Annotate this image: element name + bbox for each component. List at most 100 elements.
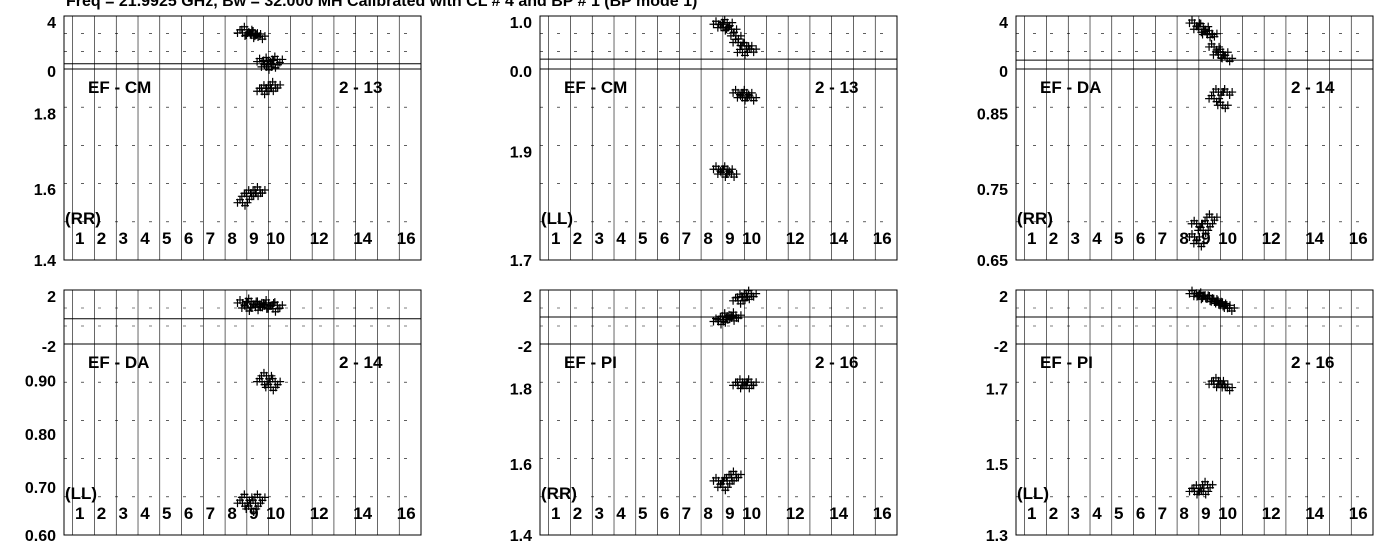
x-tick-label: 1 [551, 504, 560, 523]
baseline-label: EF - PI [564, 353, 617, 372]
phase-tick-label: 2 [47, 289, 56, 306]
x-tick-label: 8 [703, 229, 712, 248]
amplitude-tick-label: 0.60 [25, 528, 56, 545]
amplitude-tick-label: 0.85 [977, 106, 1008, 123]
x-tick-label: 9 [1201, 229, 1210, 248]
x-tick-label: 1 [75, 504, 84, 523]
x-tick-label: 1 [1027, 229, 1036, 248]
amplitude-tick-label: 1.8 [34, 106, 56, 123]
x-tick-label: 1 [75, 229, 84, 248]
phase-tick-label: -2 [518, 339, 532, 356]
amplitude-point [723, 483, 732, 492]
antenna-pair-label: 2 - 16 [1291, 353, 1334, 372]
x-tick-label: 14 [829, 504, 848, 523]
x-tick-label: 10 [742, 229, 761, 248]
amplitude-point [752, 93, 761, 102]
amplitude-frame [539, 343, 898, 536]
phase-point [1230, 304, 1239, 312]
x-tick-label: 10 [266, 229, 285, 248]
x-tick-label: 6 [184, 229, 193, 248]
amplitude-tick-label: 1.7 [510, 253, 532, 270]
x-tick-label: 4 [1092, 504, 1102, 523]
x-tick-label: 2 [1049, 504, 1058, 523]
amplitude-point [1228, 88, 1237, 97]
phase-tick-label: 2 [999, 289, 1008, 306]
x-tick-label: 8 [227, 504, 236, 523]
baseline-label: EF - DA [88, 353, 149, 372]
x-tick-label: 12 [310, 229, 329, 248]
x-tick-label: 7 [682, 229, 691, 248]
amplitude-point [736, 470, 745, 479]
phase-point [752, 45, 761, 54]
amplitude-tick-label: 1.7 [986, 381, 1008, 398]
x-tick-label: 7 [1158, 504, 1167, 523]
x-tick-label: 6 [1136, 504, 1145, 523]
x-tick-label: 8 [1179, 504, 1188, 523]
x-tick-label: 2 [1049, 229, 1058, 248]
antenna-pair-label: 2 - 14 [339, 353, 383, 372]
x-tick-label: 16 [397, 504, 416, 523]
amplitude-point [1212, 213, 1221, 222]
phase-tick-label: 1.0 [510, 15, 532, 32]
x-tick-label: 4 [616, 504, 626, 523]
x-tick-label: 8 [227, 229, 236, 248]
x-tick-label: 3 [119, 504, 128, 523]
amplitude-tick-label: 0.75 [977, 182, 1008, 199]
phase-frame [63, 289, 422, 345]
amplitude-frame [63, 343, 422, 536]
x-tick-label: 6 [660, 504, 669, 523]
x-tick-label: 3 [119, 229, 128, 248]
phase-tick-label: -2 [994, 339, 1008, 356]
x-tick-label: 10 [266, 504, 285, 523]
phase-point [260, 32, 269, 41]
baseline-label: EF - PI [1040, 353, 1093, 372]
phase-tick-label: 0 [999, 64, 1008, 81]
amplitude-tick-label: 1.6 [34, 182, 56, 199]
figure-title: Freq = 21.9925 GHz, Bw = 32.000 MH Calib… [66, 0, 697, 10]
x-tick-label: 5 [162, 504, 171, 523]
amplitude-point [1204, 226, 1213, 235]
amplitude-tick-label: 1.9 [510, 145, 532, 162]
x-tick-label: 9 [725, 229, 734, 248]
amplitude-tick-label: 0.80 [25, 427, 56, 444]
x-tick-label: 7 [206, 504, 215, 523]
phase-point [752, 289, 761, 298]
x-tick-label: 10 [742, 504, 761, 523]
x-tick-label: 4 [140, 504, 150, 523]
x-tick-label: 12 [1262, 504, 1281, 523]
amplitude-point [1208, 219, 1217, 228]
x-tick-label: 5 [638, 229, 647, 248]
phase-tick-label: -2 [42, 339, 56, 356]
x-tick-label: 9 [725, 504, 734, 523]
amplitude-tick-label: 1.6 [510, 457, 532, 474]
x-tick-label: 12 [786, 504, 805, 523]
x-tick-label: 8 [703, 504, 712, 523]
x-tick-label: 6 [660, 229, 669, 248]
polarization-label: (RR) [541, 484, 577, 503]
amplitude-frame [1015, 68, 1374, 261]
amplitude-point [1208, 480, 1217, 489]
x-tick-label: 14 [1305, 504, 1324, 523]
x-tick-label: 5 [638, 504, 647, 523]
x-tick-label: 2 [97, 229, 106, 248]
chart-panel-4: 2-20.900.800.700.6012345678910121416EF -… [25, 289, 422, 545]
phase-tick-label: 2 [523, 289, 532, 306]
antenna-pair-label: 2 - 16 [815, 353, 858, 372]
x-tick-label: 7 [682, 504, 691, 523]
phase-tick-label: 0 [47, 64, 56, 81]
amplitude-point [276, 80, 285, 89]
x-tick-label: 14 [1305, 229, 1324, 248]
amplitude-tick-label: 1.4 [34, 253, 56, 270]
x-tick-label: 7 [1158, 229, 1167, 248]
x-tick-label: 9 [249, 229, 258, 248]
x-tick-label: 16 [873, 229, 892, 248]
x-tick-label: 12 [1262, 229, 1281, 248]
amplitude-point [1215, 94, 1224, 103]
x-tick-label: 10 [1218, 504, 1237, 523]
phase-point [1228, 54, 1237, 63]
x-tick-label: 14 [353, 504, 372, 523]
